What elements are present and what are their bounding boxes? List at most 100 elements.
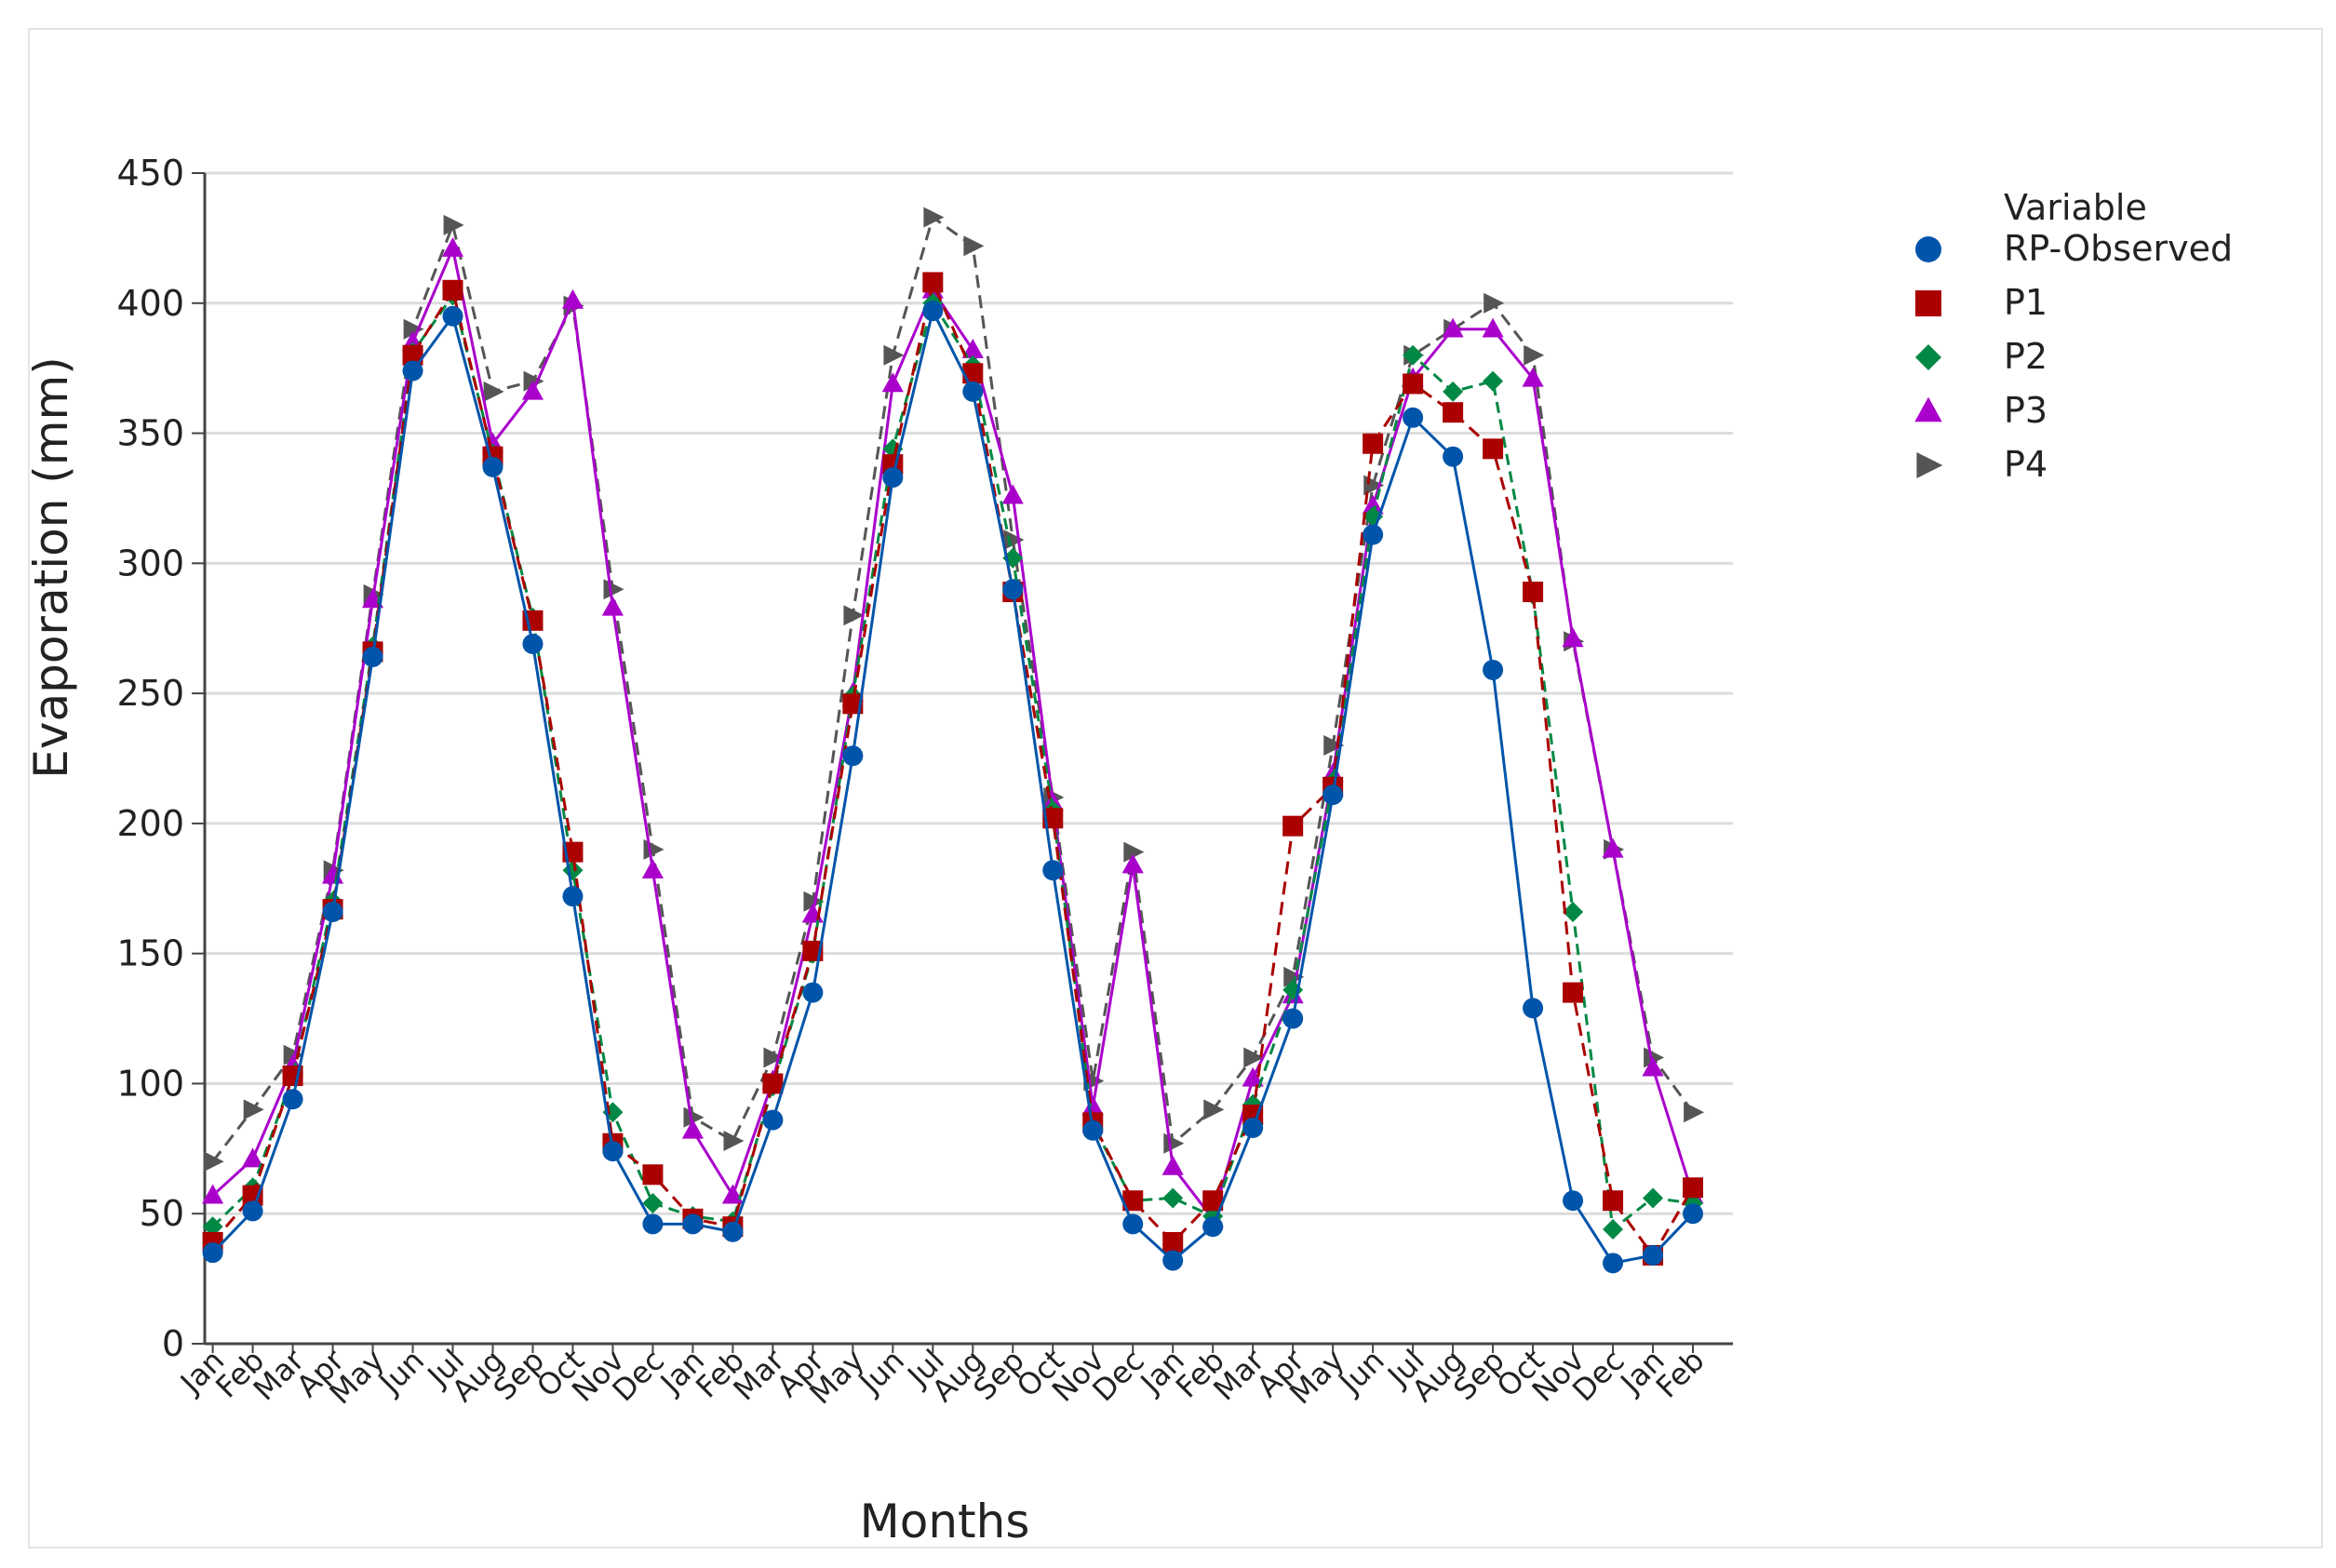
data-point — [802, 982, 824, 1003]
data-point — [1202, 1216, 1224, 1238]
data-point — [1283, 966, 1305, 987]
data-point — [763, 1047, 785, 1068]
data-point — [403, 318, 424, 340]
data-point — [602, 1141, 624, 1162]
data-point — [1242, 1117, 1264, 1138]
data-point — [642, 1164, 664, 1186]
data-point — [482, 456, 503, 477]
legend-marker — [1916, 452, 1943, 478]
data-point — [882, 467, 904, 489]
data-point — [1643, 1187, 1664, 1209]
data-point — [202, 1216, 223, 1238]
data-point — [1082, 1119, 1104, 1141]
data-point — [1123, 841, 1145, 863]
data-point — [723, 1130, 745, 1151]
series-line — [211, 293, 1694, 1231]
series-line — [211, 309, 1695, 1265]
series-line — [211, 216, 1695, 1163]
axes — [192, 172, 1733, 1353]
data-point — [243, 1099, 264, 1120]
data-point — [1362, 494, 1384, 515]
data-point — [1162, 1250, 1184, 1271]
data-point — [1563, 982, 1584, 1003]
data-point — [522, 633, 544, 654]
series-rp-observed — [202, 301, 1704, 1274]
data-point — [1203, 1099, 1225, 1120]
data-point — [842, 693, 864, 715]
data-point — [1403, 407, 1424, 428]
data-point — [1122, 1190, 1144, 1212]
gridlines — [205, 171, 1733, 1215]
data-point — [881, 372, 904, 393]
data-point — [1403, 344, 1424, 366]
data-point — [1202, 1190, 1224, 1212]
data-point — [722, 1221, 744, 1242]
data-point — [1001, 484, 1024, 504]
series-p1 — [202, 272, 1704, 1266]
data-point — [1363, 524, 1384, 545]
data-point — [641, 859, 664, 879]
data-point — [963, 235, 985, 257]
y-tick-label: 200 — [116, 803, 184, 844]
data-point — [1683, 1203, 1704, 1225]
data-point — [1443, 381, 1464, 402]
y-tick-label: 250 — [116, 673, 184, 714]
data-point — [523, 370, 544, 392]
data-point — [1322, 784, 1344, 806]
data-point — [762, 1073, 784, 1094]
legend-marker — [1915, 344, 1941, 370]
data-point — [203, 1151, 224, 1173]
data-point — [962, 363, 984, 384]
data-point — [443, 214, 464, 235]
data-point — [1483, 292, 1505, 314]
data-point — [1323, 735, 1345, 757]
data-point — [1642, 1056, 1664, 1077]
data-point — [1042, 808, 1064, 829]
data-point — [442, 279, 463, 301]
data-point — [1122, 1213, 1144, 1235]
data-point — [1523, 582, 1544, 603]
data-point — [402, 344, 423, 366]
data-point — [1482, 317, 1504, 338]
legend: Variable RP-Observed P1 P2 P3 P4 — [1914, 187, 2233, 485]
data-point — [1522, 367, 1544, 387]
data-point — [1603, 1218, 1624, 1240]
data-point — [1562, 627, 1584, 648]
data-point — [1524, 344, 1545, 366]
data-point — [1442, 317, 1464, 338]
data-point — [1363, 433, 1384, 454]
x-tick-label: Jun — [852, 1343, 911, 1402]
data-point — [1002, 579, 1024, 600]
data-point — [682, 1213, 704, 1235]
y-tick-label: 100 — [116, 1063, 184, 1104]
data-point — [603, 579, 624, 600]
data-point — [922, 301, 944, 322]
data-point — [561, 288, 584, 309]
y-tick-label: 0 — [162, 1323, 184, 1364]
data-point — [242, 1200, 263, 1222]
data-point — [962, 381, 984, 402]
data-point — [1443, 446, 1464, 467]
data-point — [562, 860, 584, 881]
series-line — [211, 247, 1695, 1221]
y-tick-label: 350 — [116, 413, 184, 454]
data-point — [1603, 1190, 1624, 1212]
data-point — [1643, 1244, 1664, 1266]
data-point — [883, 344, 905, 366]
data-point — [1483, 659, 1504, 680]
data-point — [1684, 1102, 1705, 1123]
data-point — [642, 1213, 664, 1235]
data-point — [643, 838, 665, 860]
data-point — [322, 901, 343, 922]
data-point — [562, 886, 584, 907]
data-point — [642, 1193, 664, 1214]
data-point — [843, 605, 865, 626]
data-point — [1602, 838, 1624, 858]
data-point — [441, 236, 464, 257]
data-point — [1042, 860, 1064, 881]
legend-marker — [1915, 236, 1941, 262]
chart-frame — [28, 28, 2323, 1548]
x-tick-label: Feb — [1649, 1343, 1712, 1405]
data-point — [1162, 1187, 1184, 1209]
